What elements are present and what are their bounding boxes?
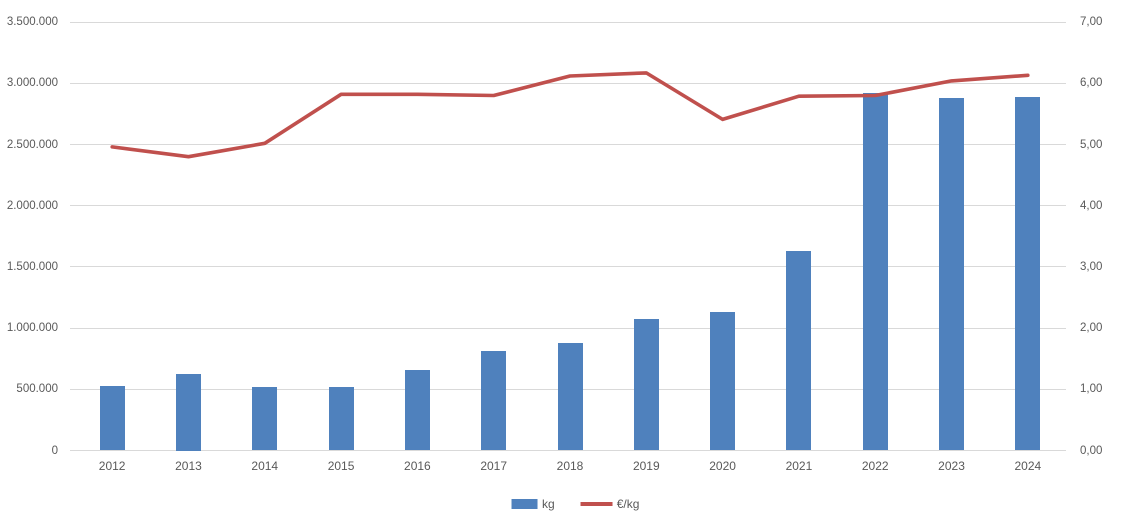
gridline [70, 144, 1066, 145]
left-axis-tick-label: 2.000.000 [6, 199, 58, 212]
bar-2013 [175, 374, 201, 451]
x-axis-label-2014: 2014 [251, 459, 279, 473]
right-axis-tick-label: 6,00 [1080, 77, 1103, 90]
bar-2023 [939, 97, 965, 451]
x-axis-label-2024: 2024 [1014, 459, 1042, 473]
bar-2024 [1015, 96, 1041, 451]
x-axis-label-2015: 2015 [327, 459, 355, 473]
right-axis-tick-label: 0,00 [1080, 444, 1103, 457]
left-axis-tick-label: 500.000 [16, 383, 58, 396]
right-axis-tick-label: 1,00 [1080, 383, 1103, 396]
bar-2017 [481, 350, 507, 451]
left-axis-tick-label: 1.000.000 [6, 322, 58, 335]
x-axis-label-2020: 2020 [709, 459, 736, 473]
x-axis-label-2016: 2016 [404, 459, 431, 473]
right-axis-tick-label: 2,00 [1080, 322, 1103, 335]
right-axis-tick-label: 4,00 [1080, 199, 1103, 212]
left-axis-tick-label: 0 [51, 444, 58, 457]
gridline [70, 21, 1066, 23]
x-axis-label-2022: 2022 [861, 459, 889, 473]
left-axis-tick-label: 1.500.000 [6, 260, 58, 273]
bar-2015 [328, 386, 354, 451]
x-axis-label-2023: 2023 [938, 459, 965, 473]
bar-2020 [710, 312, 736, 451]
bar-2014 [252, 387, 278, 451]
left-axis-tick-label: 2.500.000 [6, 138, 58, 151]
x-axis-label-2017: 2017 [480, 459, 508, 473]
legend: kg €/kg [511, 497, 639, 511]
legend-eur-per-kg-label: €/kg [616, 497, 640, 511]
gridline [70, 82, 1066, 84]
bar-2016 [404, 370, 430, 451]
left-axis-tick-label: 3.000.000 [6, 77, 58, 90]
bar-2022 [862, 93, 888, 451]
right-axis-tick-label: 3,00 [1080, 260, 1103, 273]
bar-2018 [557, 343, 583, 451]
legend-kg-label: kg [542, 497, 555, 511]
bar-2012 [99, 386, 125, 451]
x-axis-label-2012: 2012 [98, 459, 126, 473]
gridline [70, 327, 1066, 329]
gridline [70, 450, 1066, 451]
x-axis-label-2019: 2019 [632, 459, 660, 473]
bar-2019 [633, 318, 659, 451]
bar-2021 [786, 250, 812, 451]
gridline [70, 266, 1066, 268]
right-axis-tick-label: 7,00 [1080, 16, 1103, 29]
left-axis-tick-label: 3.500.000 [6, 16, 58, 29]
gridline [70, 205, 1066, 207]
legend-eur-per-kg-swatch-icon [580, 502, 613, 506]
x-axis-label-2021: 2021 [785, 459, 813, 473]
x-axis-label-2013: 2013 [175, 459, 202, 473]
legend-kg-swatch-icon [511, 499, 538, 509]
right-axis-tick-label: 5,00 [1080, 138, 1103, 151]
x-axis-label-2018: 2018 [556, 459, 584, 473]
